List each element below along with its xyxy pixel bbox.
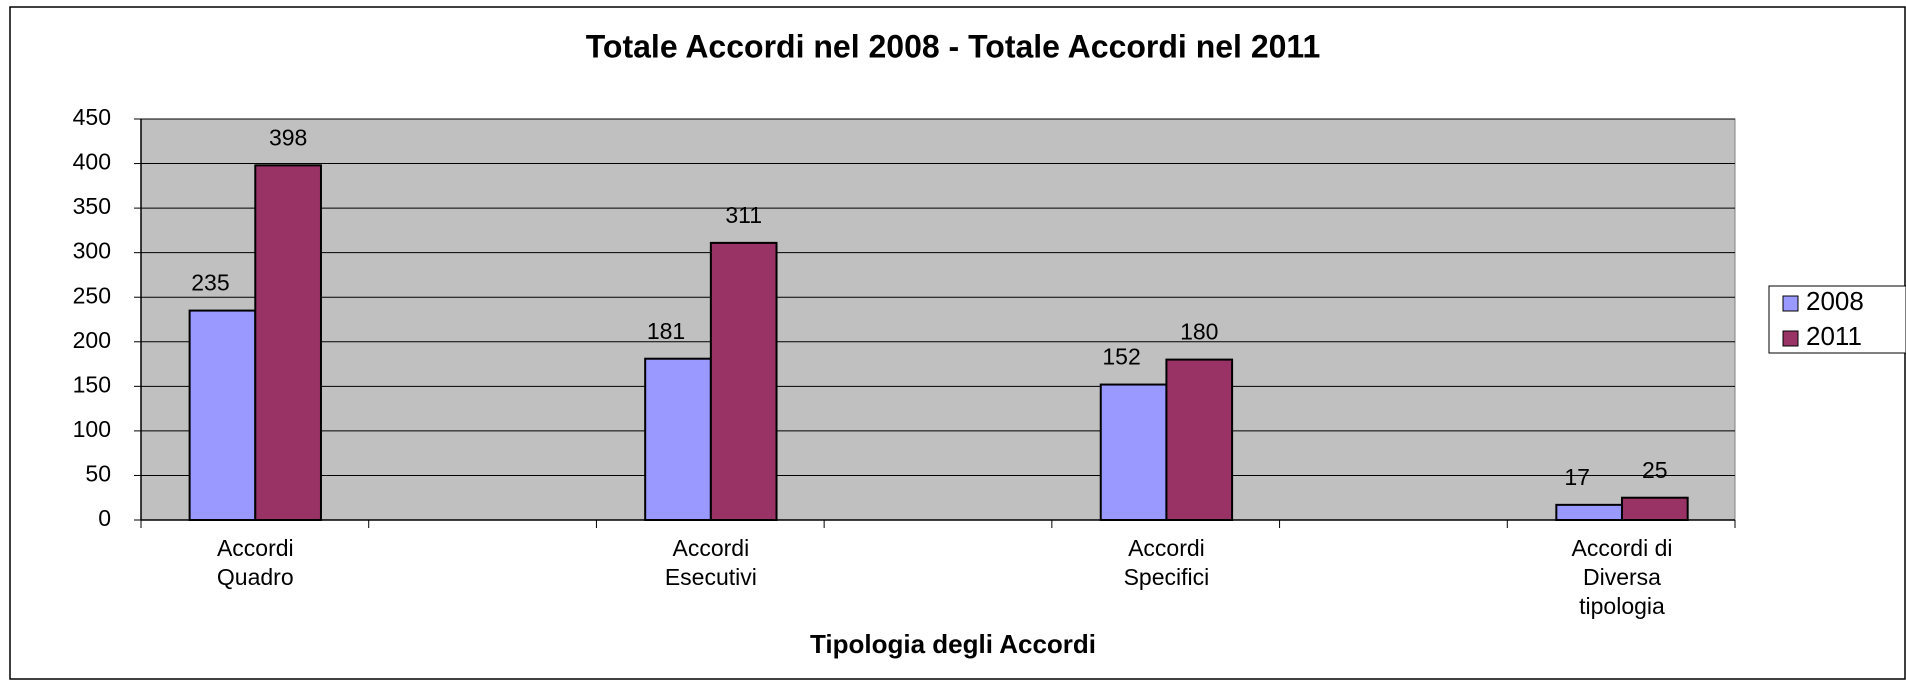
bar [1555, 503, 1623, 521]
chart-title: Totale Accordi nel 2008 - Totale Accordi… [586, 28, 1320, 64]
x-tick-label: Accordi [1128, 535, 1205, 561]
x-tick-label: Specifici [1124, 564, 1210, 590]
value-label: 235 [191, 270, 229, 296]
legend-label: 2008 [1806, 286, 1864, 316]
value-label: 181 [647, 318, 685, 344]
legend-swatch [1782, 295, 1799, 312]
y-tick-label: 0 [98, 505, 111, 531]
x-tick-label: Accordi [217, 535, 294, 561]
bar [254, 164, 322, 522]
legend: 2008 2011 [1768, 285, 1906, 354]
y-tick-label: 300 [73, 238, 111, 264]
y-tick-label: 250 [73, 282, 111, 308]
y-tick-label: 450 [73, 104, 111, 130]
y-tick-label: 150 [73, 371, 111, 397]
legend-label: 2011 [1806, 321, 1862, 351]
bar [188, 309, 257, 522]
legend-swatch [1782, 330, 1799, 347]
bar [1099, 383, 1168, 521]
value-label: 180 [1180, 319, 1218, 345]
y-tick-label: 50 [85, 461, 111, 487]
y-tick-label: 200 [73, 327, 111, 353]
x-tick-label: tipologia [1579, 593, 1665, 619]
value-label: 17 [1564, 464, 1590, 490]
x-tick-label: Diversa [1583, 564, 1661, 590]
y-tick-label: 400 [73, 149, 111, 175]
value-label: 398 [269, 124, 307, 150]
bar [1620, 496, 1689, 522]
x-axis-label: Tipologia degli Accordi [810, 629, 1096, 659]
value-label: 311 [725, 202, 762, 228]
plot-area [140, 118, 1736, 521]
x-tick-label: Esecutivi [665, 564, 757, 590]
x-tick-label: Accordi di [1571, 535, 1672, 561]
x-tick-label: Quadro [217, 564, 294, 590]
bar [709, 241, 778, 521]
x-tick-label: Accordi [673, 535, 750, 561]
bar [1165, 358, 1234, 521]
bar [644, 357, 712, 521]
value-label: 152 [1102, 344, 1140, 370]
value-label: 25 [1642, 457, 1668, 483]
y-tick-label: 350 [73, 193, 111, 219]
y-tick-label: 100 [73, 416, 111, 442]
